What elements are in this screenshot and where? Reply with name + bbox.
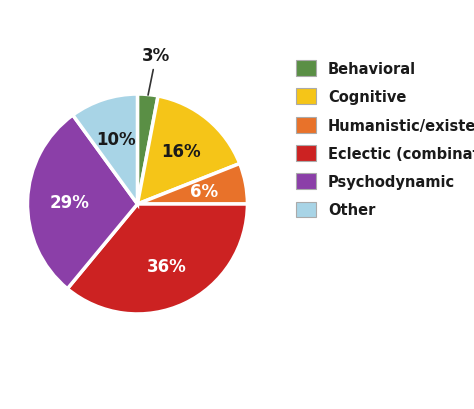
- Text: 10%: 10%: [97, 131, 136, 149]
- Text: 29%: 29%: [49, 193, 89, 211]
- Wedge shape: [137, 95, 158, 204]
- Text: 6%: 6%: [191, 183, 219, 201]
- Wedge shape: [73, 95, 137, 204]
- Wedge shape: [27, 116, 137, 289]
- Wedge shape: [137, 164, 247, 204]
- Legend: Behavioral, Cognitive, Humanistic/existential, Eclectic (combination), Psychodyn: Behavioral, Cognitive, Humanistic/existe…: [296, 61, 474, 218]
- Text: 3%: 3%: [142, 47, 170, 96]
- Text: 16%: 16%: [161, 143, 201, 161]
- Wedge shape: [67, 204, 247, 314]
- Text: 36%: 36%: [146, 257, 186, 275]
- Wedge shape: [137, 97, 240, 204]
